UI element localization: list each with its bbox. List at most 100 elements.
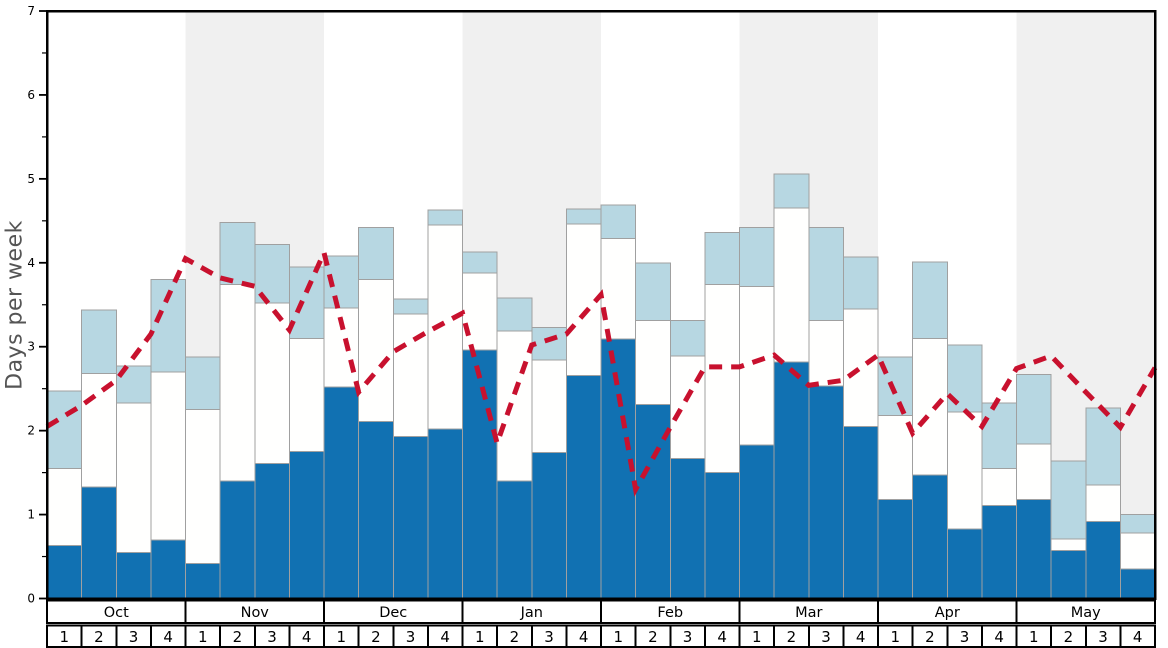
bar-segment-dark-jan-w1: [462, 349, 498, 600]
week-label: 4: [440, 628, 450, 646]
bar-segment-white-may-w3: [1085, 484, 1121, 522]
week-label: 2: [371, 628, 381, 646]
bar-segment-dark-dec-w4: [427, 428, 463, 600]
bar-segment-light-apr-w3: [946, 344, 983, 413]
bar-segment-dark-oct-w4: [150, 539, 186, 599]
bar-segment-dark-may-w2: [1050, 550, 1087, 599]
bar-segment-dark-mar-w2: [773, 361, 810, 600]
y-tick-label: 2: [27, 424, 35, 438]
bar-segment-dark-feb-w3: [669, 457, 706, 600]
week-label: 4: [1133, 628, 1143, 646]
bar-segment-white-nov-w3: [254, 302, 290, 464]
y-tick-label: 4: [27, 256, 35, 270]
bar-segment-white-oct-w2: [81, 373, 117, 488]
week-label: 4: [579, 628, 589, 646]
red-trend-line: [45, 245, 1158, 497]
week-label: 2: [94, 628, 104, 646]
bar-segment-light-dec-w2: [358, 227, 394, 281]
week-label: 3: [1098, 628, 1108, 646]
bar-segment-white-jan-w3: [531, 359, 567, 453]
bar-segment-light-jan-w3: [531, 326, 567, 361]
bar-segment-white-nov-w1: [185, 409, 221, 564]
month-label-jan: Jan: [520, 605, 543, 621]
bar-segment-white-mar-w1: [739, 285, 775, 446]
week-label: 4: [717, 628, 727, 646]
bar-segment-dark-apr-w1: [877, 498, 914, 600]
bar-segment-light-nov-w2: [219, 222, 256, 286]
week-label: 3: [267, 628, 277, 646]
bar-segment-light-may-w4: [1119, 514, 1156, 534]
week-label: 2: [510, 628, 520, 646]
week-label: 3: [406, 628, 416, 646]
bar-segment-light-dec-w4: [427, 209, 463, 226]
week-label: 4: [856, 628, 866, 646]
bar-segment-light-jan-w2: [496, 297, 533, 332]
bar-segment-dark-oct-w1: [46, 545, 83, 599]
bar-segment-dark-apr-w2: [912, 474, 948, 599]
bar-segment-dark-jan-w2: [496, 480, 533, 599]
month-label-may: May: [1071, 605, 1101, 621]
week-label: 1: [475, 628, 485, 646]
week-label: 3: [821, 628, 831, 646]
week-label: 2: [787, 628, 797, 646]
week-label: 1: [337, 628, 347, 646]
bar-segment-dark-feb-w4: [704, 472, 740, 600]
y-tick-label: 0: [27, 592, 35, 606]
bar-segment-light-mar-w2: [773, 173, 810, 209]
bar-segment-white-may-w1: [1016, 443, 1052, 500]
bar-segment-dark-nov-w1: [185, 562, 221, 599]
bar-segment-white-mar-w3: [808, 320, 844, 387]
bar-segment-dark-may-w4: [1119, 568, 1156, 599]
week-label: 1: [1029, 628, 1039, 646]
bar-segment-light-mar-w3: [808, 227, 844, 322]
bar-segment-light-nov-w1: [185, 356, 221, 411]
bar-segment-light-oct-w2: [81, 309, 117, 375]
bar-segment-dark-dec-w3: [392, 436, 429, 599]
bar-segment-white-mar-w4: [842, 308, 879, 427]
bar-segment-white-feb-w2: [635, 320, 671, 406]
bar-segment-dark-dec-w1: [323, 386, 360, 599]
y-tick-label: 1: [27, 508, 35, 522]
bar-segment-white-feb-w4: [704, 284, 740, 474]
week-label: 2: [925, 628, 935, 646]
bar-segment-dark-dec-w2: [358, 420, 394, 599]
month-label-feb: Feb: [657, 605, 683, 621]
bar-segment-white-apr-w2: [912, 337, 948, 476]
bar-segment-light-may-w1: [1016, 373, 1052, 445]
bar-segment-dark-nov-w2: [219, 480, 256, 599]
bar-segment-dark-oct-w3: [115, 551, 152, 600]
bar-segment-dark-nov-w3: [254, 462, 290, 599]
week-label: 1: [614, 628, 624, 646]
bar-segment-light-mar-w1: [739, 227, 775, 287]
bar-segment-light-feb-w2: [635, 262, 671, 322]
week-label: 4: [302, 628, 312, 646]
bar-segment-dark-apr-w4: [981, 504, 1017, 600]
bar-segment-light-may-w3: [1085, 407, 1121, 486]
bar-segment-light-jan-w1: [462, 251, 498, 274]
bar-segment-dark-apr-w3: [946, 528, 983, 600]
week-label: 1: [198, 628, 208, 646]
bar-segment-white-nov-w4: [288, 337, 325, 453]
bar-segment-white-may-w2: [1050, 538, 1087, 552]
week-label: 3: [960, 628, 970, 646]
bar-segment-white-dec-w2: [358, 279, 394, 422]
month-label-apr: Apr: [935, 605, 960, 621]
bar-segment-white-oct-w1: [46, 467, 83, 547]
bar-segment-white-feb-w1: [600, 237, 637, 340]
bar-segment-light-dec-w3: [392, 298, 429, 315]
bar-segment-white-jan-w1: [462, 272, 498, 351]
bar-segment-light-apr-w2: [912, 261, 948, 339]
bar-segment-light-oct-w1: [46, 390, 83, 469]
week-label: 2: [233, 628, 243, 646]
week-label: 4: [163, 628, 173, 646]
bar-segment-dark-jan-w3: [531, 451, 567, 600]
bar-segment-white-may-w4: [1119, 532, 1156, 570]
week-label: 2: [1064, 628, 1074, 646]
bar-segment-dark-mar-w4: [842, 425, 879, 600]
month-label-mar: Mar: [795, 605, 822, 621]
month-label-dec: Dec: [379, 605, 407, 621]
bar-segment-dark-may-w1: [1016, 498, 1052, 600]
y-axis-label: Days per week: [2, 220, 28, 390]
